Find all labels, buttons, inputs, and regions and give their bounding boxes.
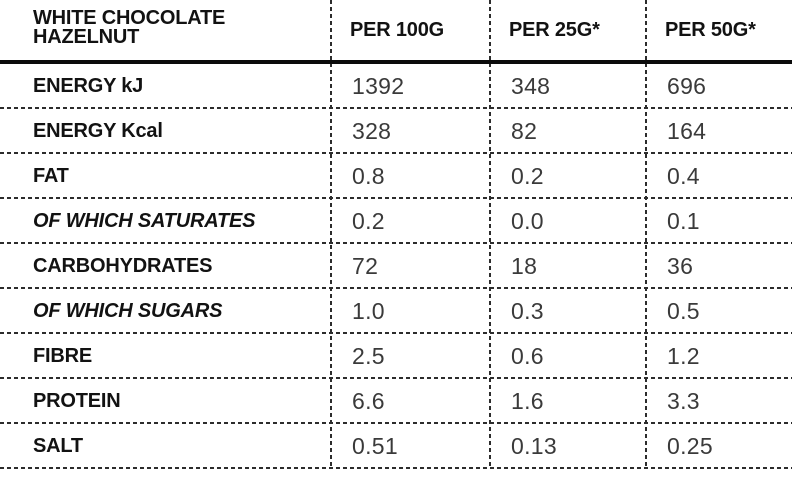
product-title-line1: WHITE CHOCOLATE xyxy=(33,7,226,29)
row-value: 0.25 xyxy=(667,433,713,459)
table-row-of-which-sugars: OF WHICH SUGARS 1.0 0.3 0.5 xyxy=(0,289,792,334)
row-label: SALT xyxy=(33,435,83,457)
row-value: 2.5 xyxy=(352,343,385,369)
product-title: WHITE CHOCOLATE HAZELNUT xyxy=(0,0,331,60)
row-value: 0.2 xyxy=(352,208,385,234)
row-label: ENERGY Kcal xyxy=(33,120,163,142)
row-label: FAT xyxy=(33,165,69,187)
column-header-per-100g: PER 100G xyxy=(350,18,445,41)
table-row-protein: PROTEIN 6.6 1.6 3.3 xyxy=(0,379,792,424)
nutrition-grid: WHITE CHOCOLATE HAZELNUT PER 100G PER 25… xyxy=(0,0,792,469)
row-value: 1.2 xyxy=(667,343,700,369)
table-row-salt: SALT 0.51 0.13 0.25 xyxy=(0,424,792,469)
row-value: 0.5 xyxy=(667,298,700,324)
row-value: 3.3 xyxy=(667,388,700,414)
row-value: 1392 xyxy=(352,73,405,99)
table-row-carbohydrates: CARBOHYDRATES 72 18 36 xyxy=(0,244,792,289)
row-value: 18 xyxy=(511,253,538,279)
row-value: 328 xyxy=(352,118,392,144)
row-value: 696 xyxy=(667,73,707,99)
row-value: 0.6 xyxy=(511,343,544,369)
column-header-per-50g: PER 50G* xyxy=(665,18,756,41)
table-row-energy-kcal: ENERGY Kcal 328 82 164 xyxy=(0,109,792,154)
row-value: 82 xyxy=(511,118,538,144)
row-value: 72 xyxy=(352,253,379,279)
row-value: 0.3 xyxy=(511,298,544,324)
table-row-energy-kj: ENERGY kJ 1392 348 696 xyxy=(0,64,792,109)
column-header-per-25g: PER 25G* xyxy=(509,18,600,41)
row-value: 0.8 xyxy=(352,163,385,189)
row-value: 1.0 xyxy=(352,298,385,324)
row-label: OF WHICH SATURATES xyxy=(33,210,256,232)
row-value: 36 xyxy=(667,253,694,279)
row-value: 0.4 xyxy=(667,163,700,189)
table-header-row: WHITE CHOCOLATE HAZELNUT PER 100G PER 25… xyxy=(0,0,792,64)
row-value: 0.1 xyxy=(667,208,700,234)
row-value: 0.51 xyxy=(352,433,398,459)
row-value: 164 xyxy=(667,118,707,144)
row-value: 1.6 xyxy=(511,388,544,414)
row-label: FIBRE xyxy=(33,345,93,367)
table-row-fibre: FIBRE 2.5 0.6 1.2 xyxy=(0,334,792,379)
row-value: 348 xyxy=(511,73,551,99)
product-title-line2: HAZELNUT xyxy=(33,26,140,48)
row-value: 0.13 xyxy=(511,433,557,459)
row-value: 6.6 xyxy=(352,388,385,414)
table-row-of-which-saturates: OF WHICH SATURATES 0.2 0.0 0.1 xyxy=(0,199,792,244)
row-label: OF WHICH SUGARS xyxy=(33,300,223,322)
row-value: 0.2 xyxy=(511,163,544,189)
row-label: ENERGY kJ xyxy=(33,75,144,97)
row-label: PROTEIN xyxy=(33,390,121,412)
table-row-fat: FAT 0.8 0.2 0.4 xyxy=(0,154,792,199)
row-value: 0.0 xyxy=(511,208,544,234)
row-label: CARBOHYDRATES xyxy=(33,255,213,277)
